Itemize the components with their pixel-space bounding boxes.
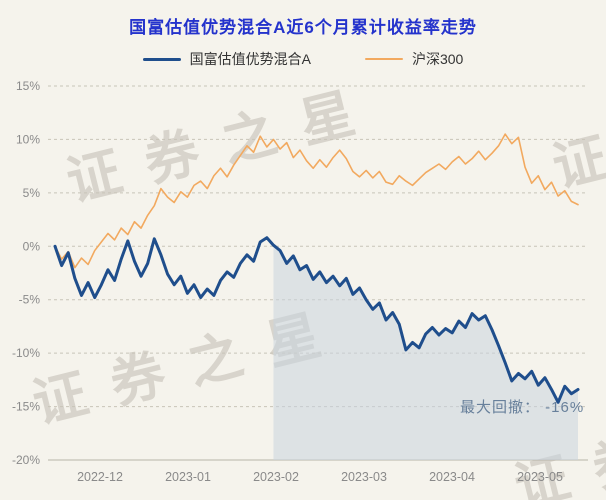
svg-text:-5%: -5% (19, 293, 41, 307)
chart-title: 国富估值优势混合A近6个月累计收益率走势 (129, 18, 477, 37)
svg-text:2023-05: 2023-05 (517, 470, 563, 484)
svg-text:2023-01: 2023-01 (165, 470, 211, 484)
legend-label-index: 沪深300 (411, 51, 464, 67)
index-line-swatch (364, 58, 403, 60)
svg-text:2023-03: 2023-03 (341, 470, 387, 484)
legend-item-index: 沪深300 (364, 49, 464, 69)
svg-text:-10%: -10% (12, 346, 40, 360)
svg-text:2023-04: 2023-04 (429, 470, 475, 484)
svg-text:2023-02: 2023-02 (253, 470, 299, 484)
svg-text:2022-12: 2022-12 (77, 470, 123, 484)
fund-line-swatch (142, 57, 181, 61)
svg-text:-20%: -20% (12, 453, 40, 467)
max-drawdown-annotation: 最大回撤： -16% (460, 399, 585, 416)
svg-text:15%: 15% (16, 79, 40, 93)
legend: 国富估值优势混合A 沪深300 (0, 49, 606, 69)
legend-item-fund: 国富估值优势混合A (142, 49, 311, 69)
legend-label-fund: 国富估值优势混合A (189, 51, 311, 67)
svg-text:5%: 5% (23, 186, 41, 200)
svg-text:-15%: -15% (12, 400, 40, 414)
svg-text:10%: 10% (16, 132, 40, 146)
svg-text:0%: 0% (23, 239, 41, 253)
